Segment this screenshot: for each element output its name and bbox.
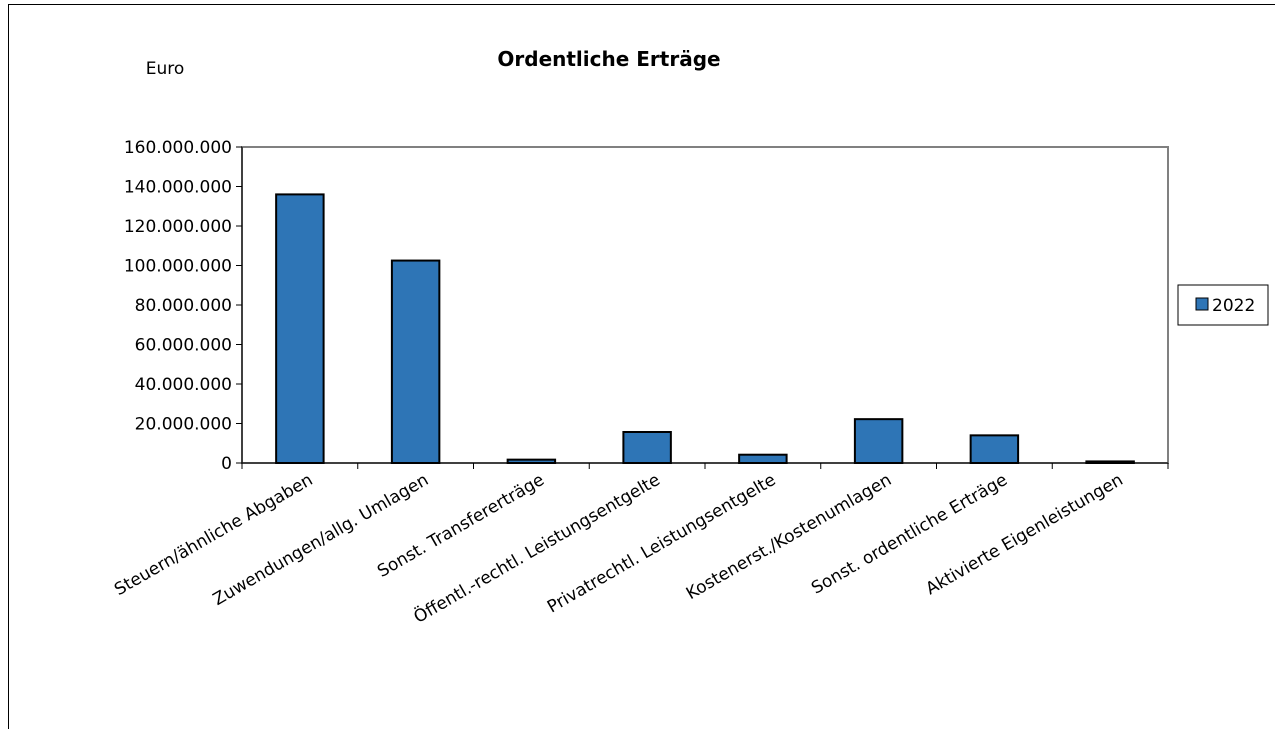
y-tick-label: 80.000.000 — [135, 296, 232, 316]
legend: 2022 — [1177, 284, 1269, 326]
bar-7 — [969, 434, 1020, 465]
bar-2 — [390, 259, 441, 464]
y-tick-label: 160.000.000 — [124, 138, 232, 158]
x-axis — [241, 463, 1169, 469]
category-label: Zuwendungen/allg. Umlagen — [210, 470, 432, 610]
bar-6 — [853, 418, 904, 464]
category-label: Steuern/ähnliche Abgaben — [111, 470, 316, 600]
category-labels: Steuern/ähnliche AbgabenZuwendungen/allg… — [111, 468, 1126, 627]
legend-swatch-2022 — [1195, 297, 1209, 311]
y-axis: 0 20.000.000 40.000.000 60.000.000 80.000.00… — [124, 138, 242, 474]
y-tick-label: 40.000.000 — [135, 375, 232, 395]
bar-5 — [738, 453, 788, 464]
y-tick-label: 140.000.000 — [124, 178, 232, 198]
bar-3 — [506, 458, 557, 464]
y-tick-label: 60.000.000 — [135, 336, 232, 356]
bars-series-2022 — [275, 193, 1135, 465]
bar-4 — [622, 430, 672, 464]
legend-box — [1177, 284, 1269, 326]
y-axis-unit-label: Euro — [146, 59, 185, 79]
y-tick-label: 20.000.000 — [135, 415, 232, 435]
bar-1 — [275, 193, 325, 464]
category-label: Privatrechtl. Leistungsentgelte — [544, 470, 779, 617]
category-label: Kostenerst./Kostenumlagen — [683, 470, 895, 604]
y-tick-label: 0 — [221, 454, 232, 474]
plot-area — [241, 146, 1169, 464]
y-tick-label: 100.000.000 — [124, 257, 232, 277]
legend-label-2022: 2022 — [1212, 296, 1255, 316]
category-label: Aktivierte Eigenleistungen — [923, 470, 1127, 599]
category-label: Sonst. ordentliche Erträge — [808, 470, 1011, 599]
y-tick-label: 120.000.000 — [124, 217, 232, 237]
chart-title: Ordentliche Erträge — [497, 47, 720, 71]
